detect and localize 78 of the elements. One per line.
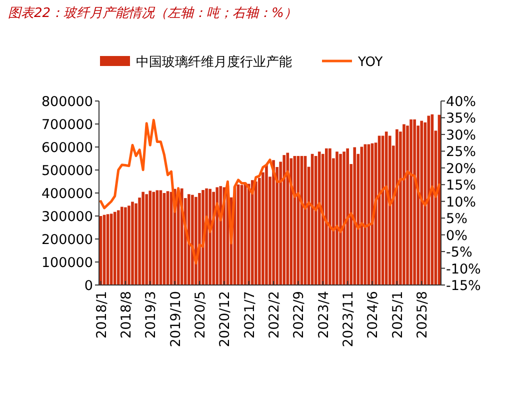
bar (396, 129, 398, 285)
y-tick-label: 600000 (41, 140, 93, 156)
y2-tick-label: -10% (446, 261, 482, 278)
bar (191, 194, 194, 285)
x-tick-label: 2025/8 (414, 291, 431, 338)
y-tick-label: 200000 (41, 232, 93, 248)
bar (216, 187, 219, 285)
x-tick-label: 2022/9 (291, 291, 308, 338)
y2-tick-label: 15% (446, 178, 476, 194)
y2-tick-label: 25% (446, 144, 476, 160)
bar (124, 207, 127, 285)
bar (265, 164, 268, 285)
y2-tick-label: 0% (446, 228, 468, 244)
bar (388, 136, 392, 285)
bar (272, 160, 275, 285)
bar (318, 152, 321, 285)
bar (410, 119, 412, 285)
x-tick-label: 2019/10 (168, 291, 184, 348)
y-tick-label: 500000 (41, 163, 93, 179)
x-tick-label: 2018/8 (118, 291, 134, 338)
y2-tick-label: -5% (446, 244, 472, 261)
x-tick-label: 2024/6 (365, 291, 382, 338)
bar (325, 148, 328, 285)
line-series (100, 118, 440, 264)
bar (384, 132, 388, 285)
bar (145, 194, 148, 285)
bar (336, 152, 338, 285)
y2-tick-label: 20% (446, 160, 476, 177)
bar (120, 206, 124, 285)
bar (142, 192, 144, 285)
bar (353, 147, 356, 285)
y2-tick-label: 10% (446, 194, 476, 210)
y2-tick-label: -15% (446, 278, 482, 294)
y-tick-label: 400000 (41, 186, 93, 202)
x-tick-label: 2019/3 (143, 291, 160, 338)
y-tick-label: 0 (84, 278, 93, 294)
bar (402, 124, 406, 285)
x-tick-label: 2020/5 (192, 291, 208, 338)
x-tick-label: 2022/2 (266, 291, 283, 338)
y2-tick-label: 5% (446, 211, 468, 228)
bar (427, 116, 430, 285)
x-tick-label: 2020/12 (217, 291, 234, 348)
bar (286, 152, 290, 285)
bar (148, 190, 152, 285)
legend-label: YOY (357, 55, 383, 70)
bar (208, 188, 212, 285)
y2-tick-label: 30% (446, 127, 476, 144)
bar (342, 152, 346, 285)
legend-label: 中国玻璃纤维月度行业产能 (136, 54, 292, 70)
y-tick-label: 300000 (41, 209, 93, 225)
bar (116, 210, 120, 285)
bar (420, 120, 424, 285)
bar (131, 202, 134, 285)
bar (282, 155, 286, 285)
x-tick-label: 2023/4 (316, 291, 332, 338)
bar (110, 214, 113, 285)
bar (250, 180, 254, 285)
y-tick-label: 700000 (41, 117, 93, 133)
y-tick-label: 800000 (41, 94, 93, 110)
y2-tick-label: 40% (446, 94, 476, 110)
bar (152, 192, 156, 285)
bar (128, 206, 130, 285)
x-tick-label: 2018/1 (94, 291, 110, 338)
x-tick-label: 2023/11 (340, 291, 357, 348)
bar (254, 182, 258, 285)
bar (247, 184, 250, 285)
chart-title: 图表22：玻纤月产能情况（左轴：吨；右轴：%） (8, 6, 297, 21)
bar (346, 148, 349, 285)
x-tick-label: 2021/7 (242, 291, 258, 338)
y-tick-label: 100000 (41, 255, 93, 271)
bar (413, 119, 416, 285)
y2-tick-label: 35% (446, 110, 476, 127)
bar (339, 154, 342, 285)
x-tick-label: 2025/1 (390, 291, 406, 338)
bar (187, 194, 190, 285)
bar (198, 193, 201, 285)
bar (113, 212, 116, 285)
bar (328, 148, 332, 285)
